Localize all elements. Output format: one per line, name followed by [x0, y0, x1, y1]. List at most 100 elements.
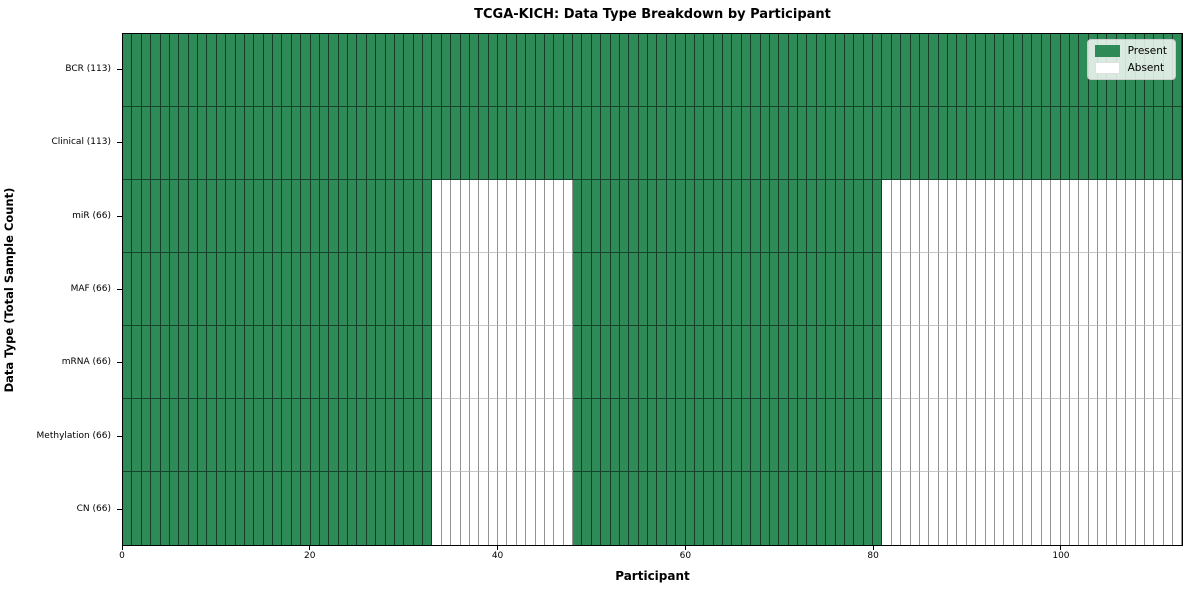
matrix-cell	[638, 472, 648, 545]
matrix-cell	[769, 107, 780, 180]
x-tick-mark	[684, 546, 686, 550]
matrix-cell	[273, 472, 283, 545]
matrix-cell	[985, 399, 995, 472]
matrix-cell	[1098, 326, 1108, 399]
matrix-cell	[1135, 399, 1145, 472]
matrix-cell	[432, 107, 442, 180]
matrix-cell	[291, 326, 302, 399]
matrix-cell	[601, 34, 611, 107]
matrix-cell	[901, 34, 911, 107]
matrix-cell	[460, 326, 470, 399]
matrix-cell	[826, 472, 836, 545]
matrix-cell	[694, 107, 705, 180]
matrix-cell	[966, 180, 977, 253]
matrix-cell	[469, 34, 480, 107]
matrix-cell	[291, 253, 302, 326]
matrix-cell	[526, 107, 536, 180]
y-tick-mark	[117, 435, 122, 437]
matrix-cell	[141, 34, 152, 107]
matrix-cell	[263, 399, 273, 472]
matrix-cell	[985, 253, 995, 326]
matrix-cell	[676, 472, 686, 545]
matrix-cell	[179, 180, 189, 253]
matrix-cell	[357, 399, 367, 472]
matrix-cell	[160, 107, 170, 180]
matrix-cell	[732, 472, 742, 545]
matrix-cell	[254, 326, 264, 399]
matrix-cell	[188, 472, 198, 545]
matrix-cell	[948, 253, 958, 326]
matrix-cell	[123, 399, 133, 472]
matrix-cell	[798, 34, 808, 107]
matrix-row-mir	[123, 180, 1183, 253]
matrix-cell	[132, 180, 142, 253]
matrix-cell	[1098, 472, 1108, 545]
matrix-cell	[544, 326, 555, 399]
matrix-cell	[394, 326, 405, 399]
matrix-cell	[985, 34, 995, 107]
matrix-cell	[619, 399, 630, 472]
matrix-cell	[1079, 326, 1089, 399]
matrix-cell	[132, 34, 142, 107]
matrix-cell	[1013, 326, 1023, 399]
matrix-cell	[1163, 399, 1173, 472]
matrix-cell	[976, 253, 986, 326]
matrix-cell	[873, 34, 883, 107]
matrix-cell	[460, 253, 470, 326]
matrix-cell	[601, 180, 611, 253]
matrix-cell	[1060, 34, 1070, 107]
matrix-cell	[648, 399, 658, 472]
matrix-cell	[169, 34, 180, 107]
matrix-cell	[432, 253, 442, 326]
matrix-cell	[694, 253, 705, 326]
matrix-cell	[788, 180, 798, 253]
matrix-cell	[638, 326, 648, 399]
matrix-cell	[610, 326, 620, 399]
matrix-cell	[310, 399, 320, 472]
matrix-cell	[769, 326, 780, 399]
matrix-cell	[760, 472, 770, 545]
matrix-cell	[629, 472, 639, 545]
matrix-cell	[498, 107, 508, 180]
matrix-cell	[835, 472, 845, 545]
matrix-cell	[657, 107, 667, 180]
matrix-cell	[1144, 326, 1155, 399]
matrix-cell	[488, 107, 498, 180]
matrix-cell	[723, 34, 733, 107]
matrix-cell	[854, 107, 864, 180]
matrix-cell	[132, 253, 142, 326]
matrix-cell	[207, 326, 217, 399]
matrix-cell	[573, 472, 583, 545]
matrix-cell	[910, 34, 920, 107]
matrix-cell	[816, 107, 827, 180]
matrix-cell	[198, 326, 208, 399]
matrix-cell	[1163, 107, 1173, 180]
x-tick-label: 20	[304, 551, 316, 561]
matrix-cell	[638, 107, 648, 180]
matrix-cell	[769, 399, 780, 472]
matrix-cell	[1154, 326, 1164, 399]
matrix-cell	[1107, 107, 1117, 180]
matrix-cell	[319, 34, 330, 107]
matrix-cell	[1163, 472, 1173, 545]
matrix-cell	[994, 399, 1005, 472]
matrix-cell	[854, 472, 864, 545]
matrix-cell	[929, 326, 939, 399]
matrix-cell	[282, 34, 292, 107]
matrix-cell	[282, 107, 292, 180]
matrix-cell	[273, 326, 283, 399]
matrix-cell	[863, 472, 873, 545]
matrix-cell	[1144, 472, 1155, 545]
matrix-cell	[216, 326, 227, 399]
matrix-cell	[1013, 34, 1023, 107]
matrix-cell	[826, 399, 836, 472]
matrix-cell	[704, 472, 714, 545]
matrix-cell	[179, 399, 189, 472]
matrix-cell	[507, 180, 517, 253]
matrix-cell	[451, 34, 461, 107]
matrix-cell	[919, 326, 930, 399]
matrix-cell	[132, 399, 142, 472]
matrix-cell	[179, 107, 189, 180]
matrix-cell	[676, 253, 686, 326]
matrix-cell	[469, 253, 480, 326]
